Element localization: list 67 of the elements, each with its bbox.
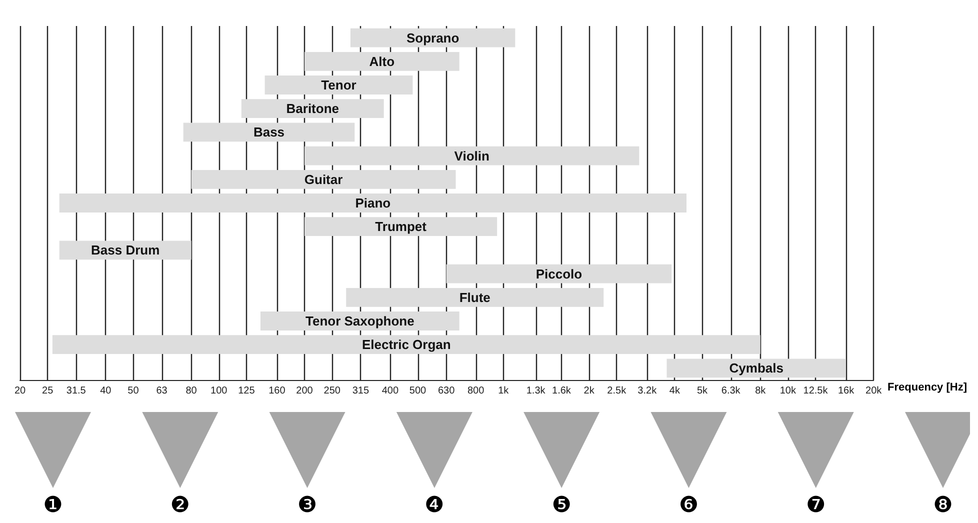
y-tick-label: Electric Organ <box>362 337 451 352</box>
bar <box>346 288 604 307</box>
text: ❺ <box>552 493 572 518</box>
x-tick-label: 125 <box>238 386 256 396</box>
x-tick-label: 20 <box>14 386 26 396</box>
y-tick-label: Piccolo <box>536 266 582 282</box>
x-tick-label: 800 <box>467 386 485 396</box>
y-tick-label: Cymbals <box>729 360 784 376</box>
bar <box>183 122 355 142</box>
x-axis-title: Frequency [Hz] <box>888 382 968 394</box>
text: ❽ <box>933 493 953 518</box>
y-tick-label: Tenor <box>321 78 356 92</box>
x-tick-label: 40 <box>100 386 112 396</box>
y-tick-label: Baritone <box>286 101 339 116</box>
x-tick-label: 50 <box>128 386 140 396</box>
text: ❼ <box>806 493 826 518</box>
y-tick-label: Piano <box>355 196 391 210</box>
x-tick-label: 63 <box>156 386 168 396</box>
x-tick-label: 500 <box>409 386 427 396</box>
text: ❷ <box>170 493 190 518</box>
y-tick-label: Alto <box>369 54 395 69</box>
x-tick-label: 6.3k <box>721 386 742 396</box>
x-tick-label: 200 <box>296 386 314 396</box>
text: ❻ <box>678 493 699 518</box>
x-tick-label: 25 <box>42 386 54 396</box>
x-tick-label: 8k <box>755 386 767 396</box>
text: ❹ <box>424 493 444 518</box>
y-tick-label: Tenor Saxophone <box>305 314 414 328</box>
bar <box>241 99 384 118</box>
text: ❶ <box>43 493 63 518</box>
y-tick-label: Trumpet <box>375 219 428 234</box>
x-tick-label: 1k <box>498 386 510 396</box>
x-tick-label: 20k <box>866 386 883 396</box>
y-tick-label: Bass <box>253 124 285 140</box>
y-tick-label: Flute <box>459 290 490 305</box>
x-tick-label: 1.3k <box>526 386 546 396</box>
bar <box>264 76 413 94</box>
text: ❸ <box>297 493 318 518</box>
bar <box>304 146 640 166</box>
x-tick-label: 31.5 <box>66 386 86 396</box>
x-tick-label: 400 <box>382 386 399 396</box>
x-tick-label: 2.5k <box>607 386 628 396</box>
x-tick-label: 315 <box>352 386 370 396</box>
bar <box>666 358 846 378</box>
x-tick-label: 160 <box>268 386 286 396</box>
bar <box>304 217 498 236</box>
x-tick-label: 630 <box>438 386 456 396</box>
bar <box>52 335 760 354</box>
x-tick-label: 4k <box>669 386 681 396</box>
y-tick-label: Violin <box>454 148 490 164</box>
y-tick-label: Bass Drum <box>91 242 160 258</box>
x-tick-label: 10k <box>780 386 797 396</box>
bar <box>304 52 460 71</box>
x-tick-label: 80 <box>186 386 198 396</box>
x-tick-label: 250 <box>324 386 341 396</box>
y-tick-label: Soprano <box>406 30 460 46</box>
bar <box>59 194 686 212</box>
y-tick-label: Guitar <box>304 172 343 187</box>
x-tick-label: 100 <box>210 386 228 396</box>
x-tick-label: 3.2k <box>638 386 658 396</box>
x-tick-label: 16k <box>838 386 856 396</box>
bar <box>446 264 672 284</box>
bar <box>191 170 456 189</box>
x-tick-label: 12.5k <box>803 386 829 396</box>
x-tick-label: 1.6k <box>552 386 572 396</box>
x-tick-label: 2k <box>584 386 596 396</box>
x-tick-label: 5k <box>697 386 709 396</box>
